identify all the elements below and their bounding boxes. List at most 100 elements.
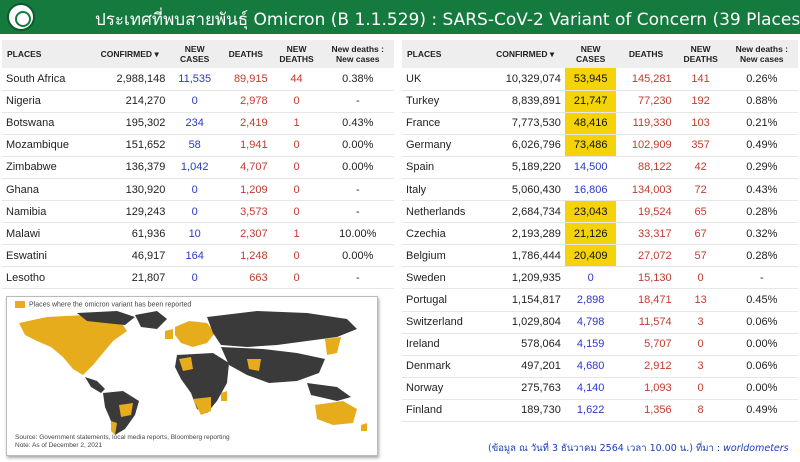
table-row[interactable]: UK 10,329,074 53,945 145,281 141 0.26%	[402, 68, 798, 91]
cell-confirmed: 1,029,804	[485, 311, 565, 334]
table-row[interactable]: Turkey 8,839,891 21,747 77,230 192 0.88%	[402, 90, 798, 113]
table-row[interactable]: Botswana 195,302 234 2,419 1 0.43%	[2, 112, 394, 135]
table-row[interactable]: Ghana 130,920 0 1,209 0-	[2, 178, 394, 202]
cell-confirmed: 61,936	[89, 222, 170, 246]
table-row[interactable]: Switzerland 1,029,804 4,798 11,574 3 0.06%	[402, 311, 798, 334]
cell-ratio: -	[321, 200, 394, 224]
table-row[interactable]: Germany 6,026,796 73,486 102,909 357 0.49%	[402, 134, 798, 157]
cell-new-deaths: 65	[675, 200, 726, 224]
table-row[interactable]: Mozambique 151,652 58 1,941 0 0.00%	[2, 134, 394, 157]
title-bar: ประเทศที่พบสายพันธุ์ Omicron (B 1.1.529)…	[0, 0, 800, 34]
data-source-footer: (ข้อมูล ณ วันที่ 3 ธันวาคม 2564 เวลา 10.…	[488, 441, 789, 456]
col-new-deaths-line1: NEW	[690, 44, 711, 54]
col-deaths[interactable]: DEATHS	[219, 40, 272, 68]
map-source-line: Source: Government statements, local med…	[15, 434, 230, 441]
cell-place: Czechia	[402, 222, 486, 246]
col-ratio[interactable]: New deaths : New cases	[725, 40, 798, 68]
cell-deaths: 18,471	[616, 288, 676, 312]
col-places[interactable]: PLACES	[2, 40, 90, 68]
table-row[interactable]: Italy 5,060,430 16,806 134,003 72 0.43%	[402, 178, 798, 202]
cell-place: Nigeria	[2, 90, 90, 113]
cell-ratio: 10.00%	[321, 222, 394, 246]
cell-new-deaths: 67	[675, 222, 726, 246]
col-new-deaths[interactable]: NEW DEATHS	[675, 40, 726, 68]
table-row[interactable]: Zimbabwe 136,379 1,042 4,707 0 0.00%	[2, 156, 394, 179]
cell-new-cases: 4,159	[564, 333, 617, 356]
table-row[interactable]: Norway 275,763 4,140 1,093 0 0.00%	[402, 377, 798, 400]
cell-place: Spain	[402, 156, 486, 179]
table-row[interactable]: Malawi 61,936 10 2,307 1 10.00%	[2, 222, 394, 246]
table-row[interactable]: Finland 189,730 1,622 1,356 8 0.49%	[402, 399, 798, 423]
cell-confirmed: 5,060,430	[485, 178, 565, 202]
cell-place: Ghana	[2, 178, 90, 202]
cell-confirmed: 130,920	[89, 178, 170, 202]
world-map-graphic	[11, 311, 373, 435]
cell-place: Italy	[402, 178, 486, 202]
cell-new-deaths: 0	[271, 200, 322, 224]
hong-kong-label: Hong Kong	[325, 358, 342, 373]
col-new-deaths-line2: DEATHS	[279, 54, 314, 64]
cell-new-cases: 4,140	[564, 377, 617, 400]
table-row[interactable]: Nigeria 214,270 0 2,978 0-	[2, 90, 394, 113]
table-row[interactable]: Czechia 2,193,289 21,126 33,317 67 0.32%	[402, 222, 798, 246]
cell-ratio: 0.88%	[725, 90, 798, 113]
col-new-cases-line2: CASES	[576, 54, 606, 64]
cell-new-deaths: 0	[271, 178, 322, 202]
cell-place: Eswatini	[2, 244, 90, 268]
cell-ratio: 0.00%	[725, 377, 798, 400]
cell-confirmed: 497,201	[485, 355, 565, 378]
col-new-cases[interactable]: NEW CASES	[169, 40, 220, 68]
cell-new-deaths: 72	[675, 178, 726, 202]
cell-deaths: 1,093	[616, 377, 676, 400]
col-new-cases-line2: CASES	[180, 54, 210, 64]
table-row[interactable]: Eswatini 46,917 164 1,248 0 0.00%	[2, 244, 394, 268]
cell-ratio: 0.43%	[321, 112, 394, 135]
cell-deaths: 3,573	[219, 200, 272, 224]
col-ratio[interactable]: New deaths : New cases	[321, 40, 394, 68]
cell-confirmed: 2,684,734	[485, 200, 565, 224]
sort-down-icon: ▾	[154, 49, 159, 59]
cell-place: France	[402, 112, 486, 135]
table-row[interactable]: Portugal 1,154,817 2,898 18,471 13 0.45%	[402, 288, 798, 312]
cell-ratio: -	[321, 90, 394, 113]
col-places[interactable]: PLACES	[402, 40, 486, 68]
col-new-cases[interactable]: NEW CASES	[564, 40, 617, 68]
col-new-deaths[interactable]: NEW DEATHS	[271, 40, 322, 68]
col-ratio-line2: New cases	[336, 54, 380, 64]
col-confirmed[interactable]: CONFIRMED ▾	[89, 40, 170, 68]
table-row[interactable]: South Africa 2,988,148 11,535 89,915 44 0.38%	[2, 68, 394, 91]
cell-new-cases: 2,898	[564, 288, 617, 312]
col-ratio-line1: New deaths :	[331, 44, 384, 54]
table-row[interactable]: Sweden 1,209,935 0 15,130 0-	[402, 266, 798, 290]
cell-new-cases: 16,806	[564, 178, 617, 202]
cell-place: Sweden	[402, 266, 486, 290]
cell-place: Botswana	[2, 112, 90, 135]
cell-place: Zimbabwe	[2, 156, 90, 179]
table-row[interactable]: Spain 5,189,220 14,500 88,122 42 0.29%	[402, 156, 798, 179]
col-deaths[interactable]: DEATHS	[616, 40, 676, 68]
cell-deaths: 19,524	[616, 200, 676, 224]
col-confirmed[interactable]: CONFIRMED ▾	[485, 40, 565, 68]
table-row[interactable]: Belgium 1,786,444 20,409 27,072 57 0.28%	[402, 244, 798, 268]
col-ratio-line1: New deaths :	[735, 44, 788, 54]
cell-ratio: 0.00%	[321, 244, 394, 268]
footer-source-link[interactable]: worldometers	[723, 443, 789, 454]
cell-place: Finland	[402, 399, 486, 423]
table-row[interactable]: Denmark 497,201 4,680 2,912 3 0.06%	[402, 355, 798, 378]
cell-confirmed: 214,270	[89, 90, 170, 113]
table-row[interactable]: Namibia 129,243 0 3,573 0-	[2, 200, 394, 224]
cell-place: Denmark	[402, 355, 486, 378]
cell-new-cases: 23,043	[564, 200, 617, 224]
cell-new-deaths: 192	[675, 90, 726, 113]
cell-confirmed: 6,026,796	[485, 134, 565, 157]
cell-ratio: 0.28%	[725, 244, 798, 268]
cell-ratio: -	[725, 266, 798, 290]
cell-deaths: 2,419	[219, 112, 272, 135]
omicron-world-map: Places where the omicron variant has bee…	[6, 296, 378, 456]
table-row[interactable]: Ireland 578,064 4,159 5,707 0 0.00%	[402, 333, 798, 356]
table-row[interactable]: France 7,773,530 48,416 119,330 103 0.21%	[402, 112, 798, 135]
cell-new-cases: 1,622	[564, 399, 617, 423]
cell-new-cases: 73,486	[564, 134, 617, 157]
table-row[interactable]: Netherlands 2,684,734 23,043 19,524 65 0.28%	[402, 200, 798, 224]
table-row[interactable]: Lesotho 21,807 0 663 0-	[2, 266, 394, 290]
